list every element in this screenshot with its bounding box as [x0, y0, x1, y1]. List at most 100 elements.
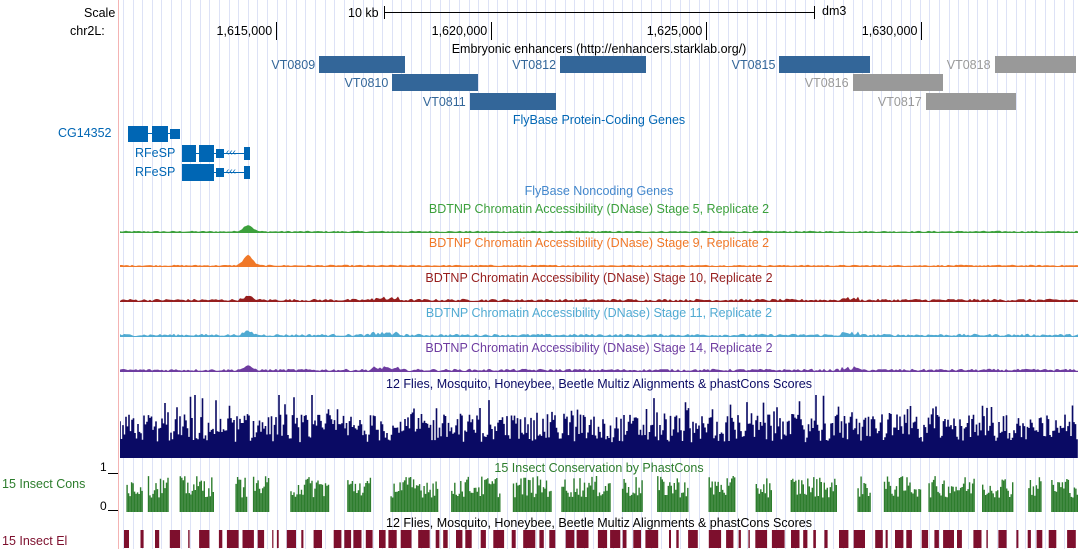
conserved-element[interactable]: [973, 530, 982, 548]
side-label-insect-el[interactable]: 15 Insect El: [2, 534, 68, 548]
multiz-conservation-histogram[interactable]: [120, 393, 1078, 458]
gene-label-rfesp-1[interactable]: RFeSP: [135, 146, 176, 160]
conserved-element[interactable]: [456, 530, 463, 548]
insect-el-elements[interactable]: [120, 530, 1078, 548]
enhancer-feature[interactable]: [994, 56, 1077, 73]
conserved-element[interactable]: [885, 530, 888, 548]
enhancer-label[interactable]: VT0811: [422, 95, 466, 109]
enhancer-feature[interactable]: [319, 56, 406, 73]
conserved-element[interactable]: [1027, 530, 1031, 548]
conserved-element[interactable]: [1016, 530, 1019, 548]
enhancer-feature[interactable]: [852, 74, 943, 91]
insect-cons-histogram[interactable]: [120, 474, 1078, 512]
conserved-element[interactable]: [124, 530, 129, 548]
conserved-element[interactable]: [998, 530, 1007, 548]
conserved-element[interactable]: [257, 530, 265, 548]
enhancer-label[interactable]: VT0815: [731, 58, 776, 72]
enhancer-feature[interactable]: [779, 56, 870, 73]
enhancer-feature[interactable]: [469, 93, 556, 110]
gene-cg14352[interactable]: [128, 126, 180, 142]
gene-rfesp-2[interactable]: ‹‹‹: [182, 164, 250, 181]
conserved-element[interactable]: [511, 530, 516, 548]
conserved-element[interactable]: [645, 530, 659, 548]
conserved-element[interactable]: [610, 530, 621, 548]
side-label-insect-cons[interactable]: 15 Insect Cons: [2, 477, 86, 491]
conserved-element[interactable]: [986, 530, 988, 548]
conserved-element[interactable]: [418, 530, 430, 548]
dnase-stage9-signal[interactable]: [120, 252, 1078, 268]
conserved-element[interactable]: [875, 530, 883, 548]
conserved-element[interactable]: [895, 530, 904, 548]
conserved-element[interactable]: [1067, 530, 1076, 548]
conserved-element[interactable]: [755, 530, 768, 548]
conserved-element[interactable]: [669, 530, 671, 548]
conserved-element[interactable]: [565, 530, 575, 548]
conserved-element[interactable]: [748, 530, 750, 548]
conserved-element[interactable]: [379, 530, 386, 548]
gene-label-rfesp-2[interactable]: RFeSP: [135, 165, 176, 179]
conserved-element[interactable]: [523, 530, 536, 548]
conserved-element[interactable]: [169, 530, 181, 548]
conserved-element[interactable]: [388, 530, 397, 548]
track-area[interactable]: 10 kb dm3 1,615,000 1,620,000 1,625,000 1,6…: [120, 0, 1078, 549]
enhancer-label[interactable]: VT0809: [271, 58, 316, 72]
conserved-element[interactable]: [400, 530, 412, 548]
conserved-element[interactable]: [1048, 530, 1057, 548]
conserved-element[interactable]: [934, 530, 939, 548]
enhancer-feature[interactable]: [560, 56, 647, 73]
conserved-element[interactable]: [242, 530, 254, 548]
conserved-element[interactable]: [493, 530, 505, 548]
conserved-element[interactable]: [435, 530, 440, 548]
conserved-element[interactable]: [226, 530, 239, 548]
conserved-element[interactable]: [313, 530, 322, 548]
conserved-element[interactable]: [633, 530, 641, 548]
conserved-element[interactable]: [738, 530, 741, 548]
enhancer-feature[interactable]: [392, 74, 479, 91]
conserved-element[interactable]: [676, 530, 679, 548]
conserved-element[interactable]: [597, 530, 608, 548]
conserved-element[interactable]: [443, 530, 448, 548]
conserved-element[interactable]: [344, 530, 352, 548]
enhancer-feature[interactable]: [925, 93, 1017, 110]
conserved-element[interactable]: [726, 530, 734, 548]
conserved-element[interactable]: [539, 530, 544, 548]
conserved-element[interactable]: [1036, 530, 1043, 548]
conserved-element[interactable]: [365, 530, 373, 548]
conserved-element[interactable]: [688, 530, 698, 548]
conserved-element[interactable]: [480, 530, 486, 548]
conserved-element[interactable]: [708, 530, 722, 548]
dnase-stage11-signal[interactable]: [120, 322, 1078, 338]
enhancer-label[interactable]: VT0817: [877, 95, 922, 109]
conserved-element[interactable]: [839, 530, 849, 548]
conserved-element[interactable]: [188, 530, 190, 548]
conserved-element[interactable]: [218, 530, 223, 548]
conserved-element[interactable]: [155, 530, 160, 548]
enhancer-label[interactable]: VT0818: [946, 58, 991, 72]
dnase-stage14-signal[interactable]: [120, 357, 1078, 373]
conserved-element[interactable]: [813, 530, 816, 548]
gene-rfesp-1[interactable]: ‹‹‹: [182, 145, 250, 162]
conserved-element[interactable]: [853, 530, 865, 548]
conserved-element[interactable]: [286, 530, 296, 548]
conserved-element[interactable]: [906, 530, 912, 548]
conserved-element[interactable]: [301, 530, 304, 548]
conserved-element[interactable]: [276, 530, 279, 548]
conserved-element[interactable]: [803, 530, 808, 548]
dnase-stage5-signal[interactable]: [120, 218, 1078, 234]
conserved-element[interactable]: [549, 530, 556, 548]
conserved-element[interactable]: [140, 530, 144, 548]
dnase-stage10-signal[interactable]: [120, 287, 1078, 303]
conserved-element[interactable]: [921, 530, 929, 548]
conserved-element[interactable]: [771, 530, 785, 548]
side-label-cg14352[interactable]: CG14352: [58, 126, 112, 140]
enhancer-label[interactable]: VT0812: [512, 58, 557, 72]
conserved-element[interactable]: [824, 530, 828, 548]
conserved-element[interactable]: [353, 530, 362, 548]
enhancer-label[interactable]: VT0816: [804, 76, 849, 90]
conserved-element[interactable]: [272, 530, 274, 548]
conserved-element[interactable]: [465, 530, 472, 548]
conserved-element[interactable]: [791, 530, 800, 548]
conserved-element[interactable]: [199, 530, 210, 548]
conserved-element[interactable]: [957, 530, 962, 548]
